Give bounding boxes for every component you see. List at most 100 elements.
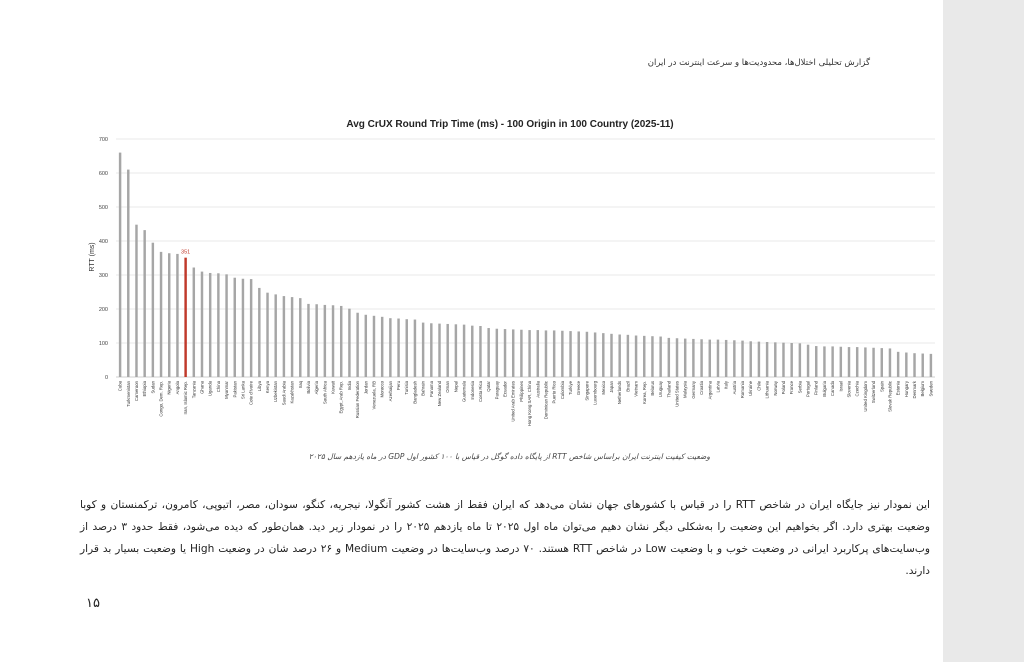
bar bbox=[168, 253, 171, 377]
x-tick-label: Ethiopia bbox=[142, 380, 147, 396]
bar bbox=[561, 330, 564, 377]
x-tick-label: Romania bbox=[740, 380, 745, 398]
x-tick-label: Malaysia bbox=[683, 380, 688, 398]
bar bbox=[815, 346, 818, 377]
bar bbox=[503, 329, 507, 377]
x-tick-label: Philippines bbox=[519, 381, 524, 402]
chart-y-axis-label: RTT (ms) bbox=[89, 242, 96, 271]
x-tick-label: Iran, Islamic Rep. bbox=[183, 381, 188, 414]
bar bbox=[692, 338, 695, 377]
x-tick-label: Luxembourg bbox=[593, 380, 598, 404]
x-tick-label: Bulgaria bbox=[822, 380, 827, 396]
bar bbox=[208, 272, 212, 377]
x-tick-label: India bbox=[347, 380, 352, 390]
x-tick-label: Uruguay bbox=[658, 380, 663, 397]
bar bbox=[643, 335, 646, 377]
x-tick-label: Turkiye bbox=[568, 380, 573, 395]
chart-title: Avg CrUX Round Trip Time (ms) - 100 Orig… bbox=[346, 119, 673, 130]
y-tick-label: 200 bbox=[99, 307, 108, 313]
x-tick-label: Kazakhstan bbox=[290, 380, 295, 403]
x-tick-label: Nigeria bbox=[167, 380, 172, 394]
x-tick-label: Lithuania bbox=[765, 380, 770, 398]
x-tick-label: Slovenia bbox=[847, 380, 852, 397]
chart-x-tick-labels: Cuba Turkmenistan Cameroon Ethiopia Sudan Con… bbox=[118, 380, 934, 426]
x-tick-label: Korea, Rep. bbox=[642, 381, 647, 404]
x-tick-label: Tunisia bbox=[404, 380, 409, 394]
x-tick-label: Netherlands bbox=[617, 381, 622, 404]
bar bbox=[233, 277, 236, 377]
x-tick-label: China bbox=[216, 380, 221, 392]
bar bbox=[479, 326, 482, 377]
bar bbox=[847, 347, 851, 377]
x-tick-label: Germany bbox=[691, 380, 696, 399]
x-tick-label: Russian Federation bbox=[355, 380, 360, 418]
bar bbox=[610, 333, 613, 377]
bar bbox=[839, 346, 843, 377]
rtt-bar-chart: Avg CrUX Round Trip Time (ms) - 100 Orig… bbox=[89, 119, 935, 426]
x-tick-label: Ukraine bbox=[748, 380, 753, 395]
x-tick-label: Jordan bbox=[363, 380, 368, 394]
x-tick-label: Argentina bbox=[707, 380, 712, 399]
bar bbox=[249, 279, 253, 377]
x-tick-label: Serbia bbox=[797, 380, 802, 393]
x-tick-label: Azerbaijan bbox=[388, 380, 393, 401]
x-tick-label: Brazil bbox=[625, 381, 630, 392]
bar-highlight bbox=[184, 257, 187, 377]
x-tick-label: Spain bbox=[879, 380, 884, 392]
x-tick-label: Myanmar bbox=[224, 380, 229, 398]
x-tick-label: Algeria bbox=[314, 380, 319, 394]
bar bbox=[217, 273, 220, 377]
x-tick-label: Morocco bbox=[380, 380, 385, 397]
bar bbox=[733, 340, 736, 377]
bar bbox=[339, 305, 343, 377]
bar bbox=[397, 318, 400, 377]
bar bbox=[225, 274, 228, 377]
x-tick-label: Hong Kong SAR, China bbox=[527, 380, 532, 426]
x-tick-label: Canada bbox=[830, 380, 835, 396]
x-tick-label: Thailand bbox=[666, 380, 671, 397]
x-tick-label: Iraq bbox=[298, 380, 303, 388]
x-tick-label: Croatia bbox=[699, 380, 704, 394]
bar bbox=[626, 334, 630, 377]
x-tick-label: Dominican Republic bbox=[543, 380, 548, 419]
x-tick-label: Belgium bbox=[920, 381, 925, 397]
x-tick-label: Czechia bbox=[855, 380, 860, 396]
x-tick-label: Hungary bbox=[904, 380, 909, 397]
bar bbox=[544, 330, 548, 377]
bar bbox=[135, 224, 138, 377]
bar bbox=[864, 347, 867, 377]
x-tick-label: Egypt, Arab Rep. bbox=[339, 381, 344, 414]
y-tick-label: 400 bbox=[99, 239, 108, 245]
data-label: 351 bbox=[181, 250, 190, 256]
bar bbox=[790, 343, 793, 377]
y-tick-label: 700 bbox=[99, 137, 108, 143]
x-tick-label: Italy bbox=[724, 380, 729, 389]
x-tick-label: Colombia bbox=[560, 380, 565, 399]
bar bbox=[749, 341, 752, 377]
x-tick-label: Denmark bbox=[912, 380, 917, 398]
x-tick-label: United Arab Emirates bbox=[511, 381, 516, 422]
y-tick-label: 500 bbox=[99, 205, 108, 211]
bar bbox=[880, 348, 883, 377]
bar bbox=[127, 169, 130, 377]
bar bbox=[896, 351, 900, 377]
bar bbox=[282, 296, 286, 377]
x-tick-label: Uganda bbox=[208, 380, 213, 396]
x-tick-label: Switzerland bbox=[871, 380, 876, 403]
bar bbox=[552, 330, 556, 377]
bar bbox=[323, 304, 327, 377]
bar bbox=[372, 315, 376, 377]
x-tick-label: Indonesia bbox=[470, 380, 475, 399]
x-tick-label: Costa Rica bbox=[478, 380, 483, 402]
x-tick-label: Cote d'Ivoire bbox=[249, 380, 254, 405]
report-page: گزارش تحلیلی اختلال‌ها، محدودیت‌ها و سرع… bbox=[0, 0, 943, 662]
x-tick-label: Qatar bbox=[486, 380, 491, 391]
bar bbox=[299, 298, 302, 377]
bar bbox=[274, 294, 277, 377]
bar bbox=[905, 352, 908, 377]
x-tick-label: Venezuela, RB bbox=[371, 381, 376, 410]
bar bbox=[593, 332, 597, 377]
x-tick-label: Australia bbox=[535, 380, 540, 397]
x-tick-label: Angola bbox=[175, 380, 180, 394]
bar bbox=[258, 287, 261, 377]
